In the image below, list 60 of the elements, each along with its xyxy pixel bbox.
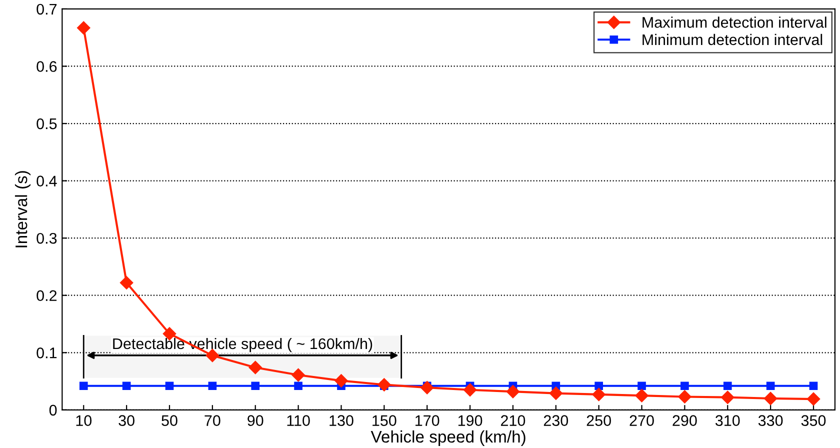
legend-label: Minimum detection interval	[642, 34, 822, 46]
x-tick-label: 330	[758, 415, 783, 426]
legend-label: Maximum detection interval	[642, 16, 826, 28]
point	[463, 383, 477, 396]
x-tick-label: 210	[500, 415, 526, 426]
point	[420, 380, 434, 394]
point	[251, 382, 260, 390]
x-tick-label: 10	[76, 415, 92, 426]
point	[638, 382, 646, 390]
x-tick-label: 350	[801, 415, 826, 426]
x-axis-title: Vehicle speed (km/h)	[370, 430, 526, 446]
band-label: Detectable vehicle speed ( ~ 160km/h)	[113, 338, 372, 352]
point	[806, 392, 820, 406]
point	[292, 368, 305, 382]
point	[549, 386, 562, 400]
point	[680, 382, 689, 390]
point	[723, 382, 732, 390]
point	[592, 388, 606, 402]
point	[248, 360, 262, 374]
x-tick-label: 150	[372, 415, 396, 426]
point	[635, 389, 648, 402]
x-tick-label: 310	[715, 415, 740, 426]
y-tick-label: 0.5	[36, 118, 57, 130]
point	[120, 276, 134, 290]
point	[809, 382, 818, 390]
point	[206, 348, 220, 362]
point	[334, 374, 348, 388]
point	[764, 392, 778, 406]
point	[208, 382, 217, 390]
x-tick-label: 170	[416, 415, 440, 426]
point	[79, 382, 88, 390]
point	[378, 378, 391, 392]
y-tick-label: 0.7	[36, 4, 57, 15]
x-tick-label: 50	[162, 415, 178, 426]
y-tick-label: 0.1	[36, 348, 57, 358]
x-tick-label: 110	[287, 415, 310, 426]
y-tick-label: 0.6	[36, 61, 57, 72]
x-tick-label: 230	[544, 415, 568, 426]
x-tick-label: 70	[204, 415, 220, 426]
point	[506, 385, 520, 398]
x-tick-label: 270	[630, 415, 654, 426]
point	[721, 390, 734, 404]
y-tick-label: 0.2	[36, 290, 57, 302]
x-tick-label: 290	[672, 415, 697, 426]
x-tick-label: 190	[458, 415, 482, 426]
point	[594, 382, 603, 390]
x-tick-label: 90	[248, 415, 264, 426]
point	[294, 382, 302, 390]
point	[678, 390, 692, 404]
x-tick-label: 250	[586, 415, 611, 426]
y-tick-label: 0	[49, 404, 57, 416]
point	[122, 382, 131, 390]
y-axis-title: Interval (s)	[14, 171, 30, 248]
y-tick-label: 0.3	[36, 232, 57, 244]
y-tick-label: 0.4	[36, 176, 57, 186]
point	[766, 382, 775, 390]
x-tick-label: 130	[330, 415, 354, 426]
x-tick-label: 30	[118, 415, 134, 426]
point	[77, 21, 90, 34]
point	[165, 382, 174, 390]
